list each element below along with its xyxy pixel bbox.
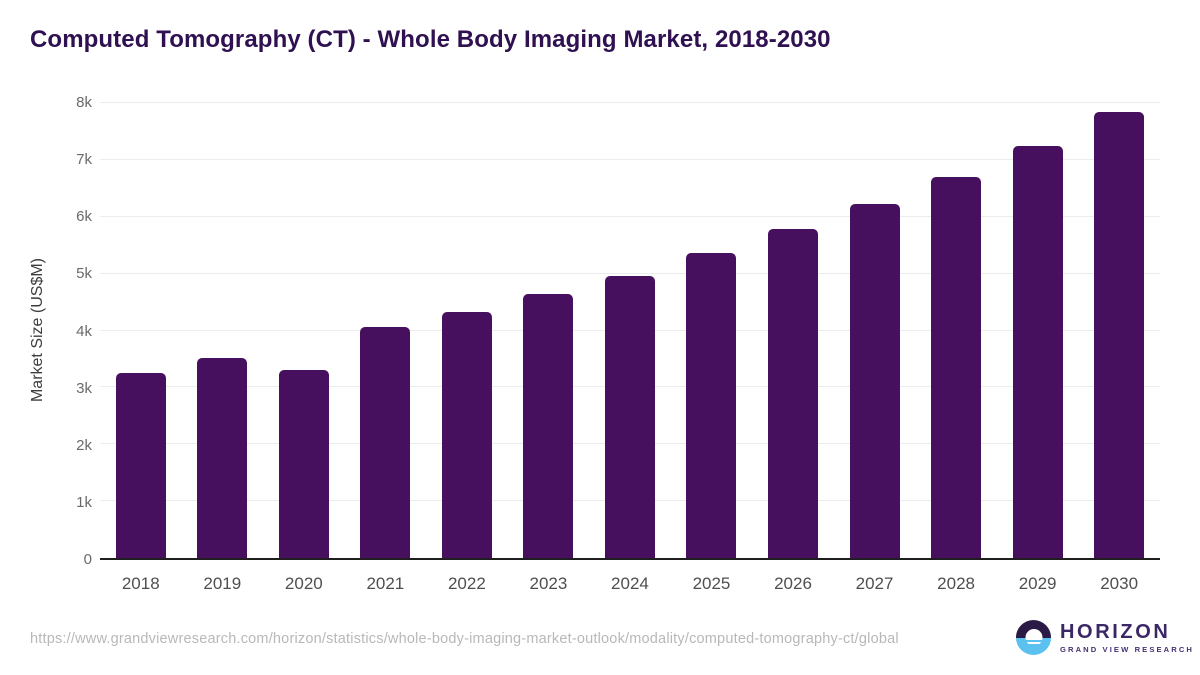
x-axis-labels: 2018 2019 2020 2021 2022 2023 2024 2025 2026 2027… <box>100 574 1160 594</box>
x-tick-label: 2021 <box>366 574 405 593</box>
plot-area <box>100 102 1160 560</box>
x-tick-label: 2018 <box>121 574 160 593</box>
horizon-logo: HORIZON GRAND VIEW RESEARCH <box>1016 620 1194 655</box>
x-tick-label: 2022 <box>447 574 486 593</box>
bar-slot <box>1078 103 1160 558</box>
bar-2019 <box>197 358 248 558</box>
bar-slot <box>508 103 590 558</box>
icon-reflection-band <box>1016 639 1051 642</box>
bar-2025 <box>686 253 737 558</box>
x-tick-label: 2027 <box>855 574 894 593</box>
bar-slot <box>426 103 508 558</box>
icon-sky <box>1016 620 1051 638</box>
bar-2028 <box>931 176 982 558</box>
bar-slot <box>997 103 1079 558</box>
icon-reflection-band <box>1016 644 1051 647</box>
x-tick-label: 2029 <box>1018 574 1057 593</box>
bar-2024 <box>604 275 655 558</box>
logo-name: HORIZON <box>1060 620 1171 643</box>
bar-2026 <box>768 229 819 558</box>
bar-2029 <box>1012 145 1063 558</box>
y-tick-label: 5k <box>76 265 92 283</box>
x-tick-label: 2023 <box>529 574 568 593</box>
bar-2030 <box>1094 111 1145 558</box>
x-tick-label: 2026 <box>774 574 812 593</box>
y-tick-label: 1k <box>76 493 92 511</box>
x-tick-label: 2020 <box>284 574 323 593</box>
y-tick-label: 3k <box>76 379 92 397</box>
bar-slot <box>100 103 182 558</box>
x-tick-label: 2028 <box>937 574 975 593</box>
bar-slot <box>671 103 753 558</box>
x-tick-label: 2024 <box>611 574 649 593</box>
logo-text: HORIZON GRAND VIEW RESEARCH <box>1060 622 1194 654</box>
bars-row <box>100 103 1160 558</box>
bar-slot <box>589 103 671 558</box>
bar-slot <box>915 103 997 558</box>
horizon-sunset-icon <box>1016 620 1051 655</box>
bar-slot <box>752 103 834 558</box>
bar-2027 <box>849 203 900 558</box>
y-tick-label: 8k <box>76 94 92 111</box>
bar-2021 <box>360 327 411 558</box>
y-tick-label: 6k <box>76 208 92 226</box>
bar-slot <box>182 103 264 558</box>
x-tick-label: 2019 <box>203 574 242 593</box>
y-tick-label: 4k <box>76 322 92 340</box>
bar-2023 <box>523 293 574 558</box>
bar-2022 <box>441 311 492 558</box>
gridline <box>100 102 1160 103</box>
bar-slot <box>263 103 345 558</box>
x-tick-label: 2025 <box>692 574 731 593</box>
y-axis-ticks: 0 1k 2k 3k 4k 5k 6k 7k 8k <box>30 94 92 568</box>
bar-slot <box>345 103 427 558</box>
page-title: Computed Tomography (CT) - Whole Body Im… <box>30 26 831 53</box>
y-tick-label: 7k <box>76 151 92 169</box>
y-tick-label: 0 <box>83 551 92 568</box>
gridline <box>100 215 1160 217</box>
logo-tagline: GRAND VIEW RESEARCH <box>1060 644 1194 654</box>
bar-slot <box>834 103 916 558</box>
source-url: https://www.grandviewresearch.com/horizo… <box>30 631 899 647</box>
y-tick-label: 2k <box>76 436 92 454</box>
gridline <box>100 272 1160 274</box>
bar-chart: Market Size (US$M) 0 1k 2k 3k 4k 5k 6k 7k 8k 201… <box>29 94 1170 600</box>
x-tick-label: 2030 <box>1100 574 1139 593</box>
bar-2018 <box>115 372 166 558</box>
bar-2020 <box>278 370 329 558</box>
gridline <box>100 158 1160 160</box>
